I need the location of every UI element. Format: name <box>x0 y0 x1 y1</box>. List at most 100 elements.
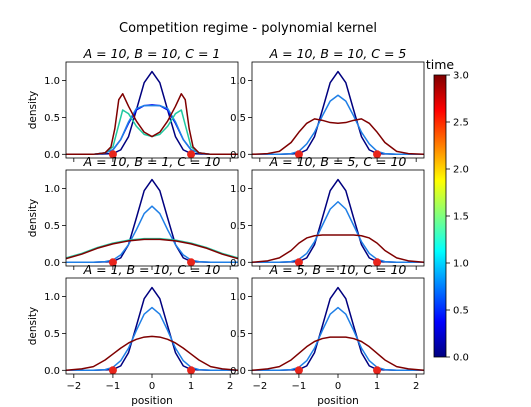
colorbar: time 0.0 0.5 1.0 1.5 2.0 2.5 3.0 <box>426 57 469 364</box>
panels-grid: 0.00.51.0A = 10, B = 10, C = 1density0.0… <box>27 46 425 407</box>
colorbar-tick-label: 2.0 <box>453 165 469 176</box>
x-tick-label: 1 <box>374 381 380 392</box>
y-tick-label: 0.0 <box>230 366 246 377</box>
y-tick-label: 0.5 <box>230 221 246 232</box>
colorbar-tick-label: 0.5 <box>453 306 469 317</box>
colorbar-tick-label: 3.0 <box>453 71 469 82</box>
panel-title: A = 10, B = 1, C = 10 <box>83 154 221 169</box>
colorbar-tick-label: 1.5 <box>453 212 469 223</box>
density-curve-t3 <box>252 336 424 372</box>
density-curve-t1 <box>66 306 238 372</box>
density-curve-t1 <box>66 104 238 156</box>
density-curve-t0 <box>66 70 238 156</box>
x-tick-label: 0 <box>335 381 341 392</box>
marker-point <box>294 366 303 375</box>
density-curve-t1 <box>252 201 424 264</box>
colorbar-label: time <box>426 57 455 72</box>
density-curve-t0-5 <box>66 104 238 156</box>
panel-title: A = 10, B = 10, C = 1 <box>83 46 221 61</box>
panel-frame <box>65 169 239 267</box>
panel-3: 0.0 0.5 1.0 A = 10, B = 1, C = 10 density <box>27 154 239 270</box>
marker-point <box>373 150 382 159</box>
panel-4: 0.0 0.5 1.0 A = 10, B = 5, C = 10 <box>230 154 425 270</box>
x-tick-label: −2 <box>66 381 81 392</box>
marker-point <box>108 150 117 159</box>
y-tick-label: 0.0 <box>44 258 60 269</box>
panel-title: A = 1, B = 10, C = 10 <box>83 262 221 277</box>
density-curve-t1 <box>66 205 238 264</box>
panel-curves <box>252 286 424 372</box>
panel-6: −2 −1 0 1 2 0.0 0.5 1.0 A = 5, B = 10, C = 10 pos… <box>230 262 425 407</box>
density-curve-t0 <box>252 178 424 264</box>
density-curve-t1 <box>252 94 424 156</box>
y-tick-label: 0.5 <box>230 329 246 340</box>
colorbar-tick-label: 1.0 <box>453 259 469 270</box>
marker-point <box>108 258 117 267</box>
y-tick-label: 1.0 <box>44 184 60 195</box>
panel-5: −2 −1 0 1 2 0.0 0.5 1.0 A = 1, B = 10, C = 10 den… <box>27 262 239 407</box>
density-curve-t1-5 <box>66 109 238 156</box>
y-tick-label: 0.5 <box>230 113 246 124</box>
y-tick-label: 0.0 <box>230 258 246 269</box>
panel-curves <box>252 178 424 264</box>
density-curve-t3 <box>252 118 424 156</box>
y-axis-label: density <box>27 199 39 238</box>
density-curve-t3 <box>66 238 238 260</box>
panel-1: 0.0 0.5 1.0 A = 10, B = 10, C = 1 density <box>27 46 239 162</box>
marker-point <box>373 366 382 375</box>
y-tick-label: 1.0 <box>44 292 60 303</box>
density-curve-t1 <box>252 306 424 372</box>
panel-title: A = 10, B = 10, C = 5 <box>269 46 407 61</box>
y-tick-label: 0.0 <box>44 366 60 377</box>
panel-frame <box>251 169 425 267</box>
y-tick-label: 1.0 <box>230 292 246 303</box>
density-curve-t1-5 <box>66 237 238 259</box>
y-tick-label: 1.0 <box>230 184 246 195</box>
marker-point <box>294 258 303 267</box>
y-tick-label: 0.0 <box>230 150 246 161</box>
x-tick-label: −2 <box>252 381 267 392</box>
x-axis-label: position <box>131 395 173 407</box>
panel-curves <box>66 178 238 264</box>
panel-curves <box>66 286 238 372</box>
x-tick-label: 0 <box>149 381 155 392</box>
figure-title: Competition regime - polynomial kernel <box>119 21 377 36</box>
marker-point <box>108 366 117 375</box>
density-curve-t3 <box>66 335 238 372</box>
panel-curves <box>252 70 424 156</box>
x-axis-label: position <box>317 395 359 407</box>
marker-point <box>187 150 196 159</box>
marker-point <box>294 150 303 159</box>
panel-frame <box>65 61 239 159</box>
y-axis-label: density <box>27 307 39 346</box>
colorbar-gradient <box>434 75 446 357</box>
y-tick-label: 1.0 <box>44 76 60 87</box>
panel-frame <box>251 61 425 159</box>
panel-2: 0.0 0.5 1.0 A = 10, B = 10, C = 5 <box>230 46 425 162</box>
panel-frame <box>251 277 425 375</box>
y-tick-label: 0.5 <box>44 329 60 340</box>
panel-frame <box>65 277 239 375</box>
colorbar-tick-label: 0.0 <box>453 353 469 364</box>
density-curve-t3 <box>252 234 424 264</box>
x-tick-label: 1 <box>188 381 194 392</box>
y-tick-label: 1.0 <box>230 76 246 87</box>
density-curve-t3 <box>66 93 238 156</box>
colorbar-tick-label: 2.5 <box>453 118 469 129</box>
density-curve-t0 <box>252 286 424 372</box>
panel-title: A = 5, B = 10, C = 10 <box>269 262 407 277</box>
panel-curves <box>66 70 238 156</box>
x-tick-label: 2 <box>413 381 419 392</box>
x-tick-label: −1 <box>292 381 307 392</box>
x-tick-label: 2 <box>227 381 233 392</box>
density-curve-t0 <box>252 70 424 156</box>
density-curve-t0 <box>66 286 238 372</box>
marker-point <box>187 366 196 375</box>
x-tick-label: −1 <box>106 381 121 392</box>
y-tick-label: 0.0 <box>44 150 60 161</box>
marker-point <box>187 258 196 267</box>
marker-point <box>373 258 382 267</box>
y-tick-label: 0.5 <box>44 113 60 124</box>
y-tick-label: 0.5 <box>44 221 60 232</box>
